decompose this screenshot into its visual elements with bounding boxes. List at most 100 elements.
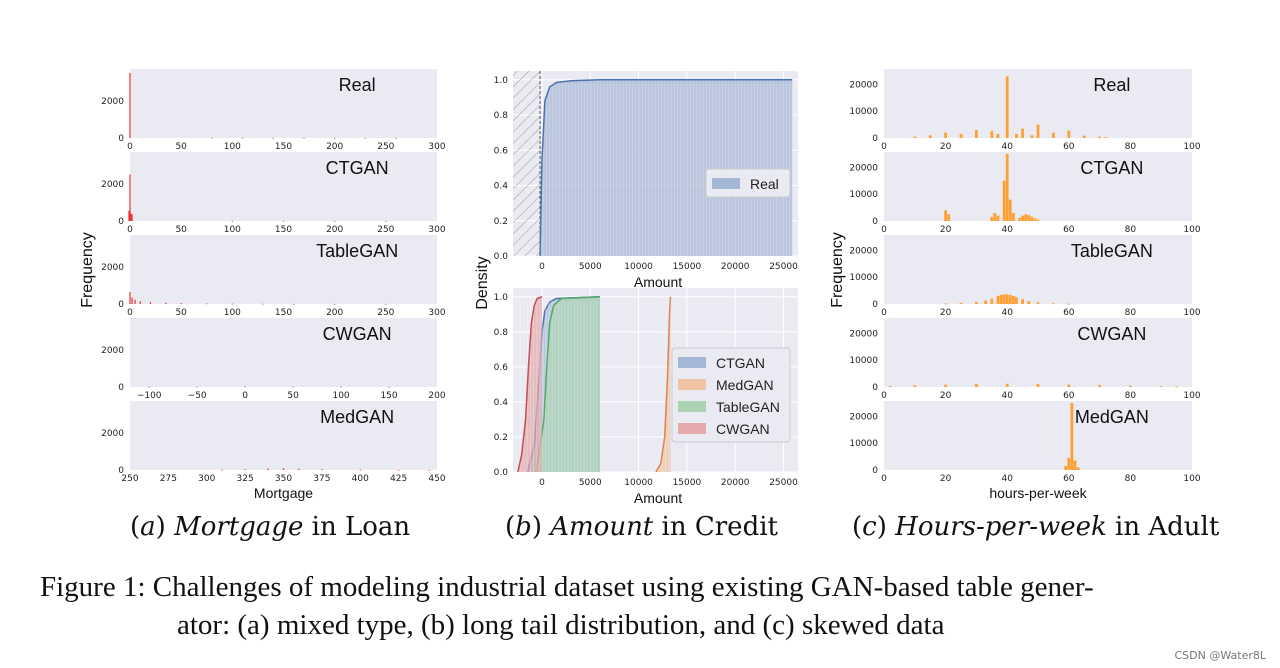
x-tick-label: 60 [1063, 308, 1075, 318]
histogram-bar [1002, 180, 1006, 221]
series-area [540, 79, 793, 256]
x-tick-label: 200 [326, 142, 343, 152]
x-tick-label: 20 [940, 308, 952, 318]
histogram-bar [888, 385, 892, 387]
y-tick-label: 0.4 [494, 182, 509, 192]
x-tick-label: 325 [237, 474, 254, 484]
y-tick-label: 0.0 [494, 252, 509, 262]
x-tick-label: 300 [428, 142, 445, 152]
legend-label: TableGAN [716, 399, 780, 415]
y-tick-label: 20000 [849, 80, 878, 90]
x-tick-label: 20 [940, 225, 952, 235]
plot-background [130, 318, 437, 387]
histogram-bar [303, 137, 305, 139]
histogram-bar [1073, 460, 1077, 470]
panel-title: CWGAN [323, 324, 392, 344]
histogram-bar [996, 133, 1000, 138]
histogram-bar [196, 386, 198, 388]
x-tick-label: 100 [224, 225, 241, 235]
histogram-bar [975, 384, 978, 387]
legend-label: Real [750, 176, 779, 192]
histogram-bar [1008, 199, 1012, 221]
histogram-bar [298, 468, 300, 470]
histogram-bar [359, 469, 361, 471]
caption-a-rest: in Loan [303, 512, 411, 542]
histogram-bar [944, 303, 947, 305]
histogram-bar [1002, 294, 1006, 304]
x-tick-label: 375 [313, 474, 330, 484]
panel-title: MedGAN [1075, 407, 1149, 427]
x-axis-label-bottom: Amount [634, 490, 682, 506]
x-tick-label: 100 [1183, 142, 1200, 152]
legend-swatch [678, 357, 706, 368]
histogram-bar [1052, 132, 1055, 138]
histogram-bar [206, 303, 208, 305]
y-axis-label: Density [474, 256, 491, 309]
x-tick-label: 80 [1125, 474, 1137, 484]
histogram-bar [334, 137, 336, 139]
histogram-bar [993, 212, 997, 221]
panel-c-medgan: 0 10000 20000 0 20 40 60 80 100 MedGAN [849, 401, 1201, 484]
legend-swatch [678, 379, 706, 390]
x-tick-label: 60 [1063, 225, 1075, 235]
x-tick-label: 100 [1183, 225, 1200, 235]
x-tick-label: 450 [428, 474, 445, 484]
histogram-bar [1052, 303, 1055, 305]
y-tick-label: 20000 [849, 412, 878, 422]
histogram-bar [990, 216, 994, 221]
histogram-bar [364, 137, 366, 139]
histogram-bar [128, 210, 130, 221]
histogram-bar [340, 386, 342, 388]
y-tick-label: 0 [118, 217, 124, 227]
x-tick-label: 425 [390, 474, 407, 484]
x-tick-label: 10000 [624, 262, 653, 272]
y-tick-label: 10000 [849, 273, 878, 283]
y-tick-label: 0 [872, 383, 878, 393]
series-medgan [655, 296, 672, 473]
histogram-bar [996, 295, 1000, 304]
histogram-bar [959, 302, 963, 304]
y-tick-label: 20000 [849, 329, 878, 339]
x-tick-label: 0 [539, 262, 545, 272]
histogram-bar [1008, 294, 1012, 304]
caption-a: (a) Mortgage in Loan [130, 512, 411, 542]
histogram-bar [944, 384, 947, 387]
x-tick-label: 40 [1001, 308, 1013, 318]
x-tick-label: 250 [121, 474, 138, 484]
plot-background [884, 235, 1192, 304]
x-tick-label: 100 [1183, 308, 1200, 318]
x-tick-label: 200 [326, 308, 343, 318]
caption-c: (c) Hours-per-week in Adult [852, 512, 1220, 542]
y-tick-label: 10000 [849, 190, 878, 200]
x-tick-label: 40 [1001, 225, 1013, 235]
x-tick-label: 100 [224, 308, 241, 318]
y-tick-label: 0.2 [494, 433, 508, 443]
histogram-bar [1027, 301, 1031, 304]
x-tick-label: 150 [275, 225, 292, 235]
histogram-bar [990, 131, 994, 138]
x-tick-label: 5000 [579, 262, 602, 272]
x-tick-label: 0 [242, 391, 248, 401]
series-line [517, 296, 543, 473]
series-area [517, 296, 542, 472]
x-tick-label: −100 [137, 391, 162, 401]
histogram-bar [1005, 294, 1009, 304]
y-tick-label: 0 [872, 217, 878, 227]
histogram-bar [272, 137, 274, 139]
histogram-bar [131, 297, 133, 304]
histogram-bar [1098, 136, 1101, 138]
histogram-bar [1018, 217, 1021, 221]
x-tick-label: 0 [127, 308, 133, 318]
y-tick-label: 10000 [849, 439, 878, 449]
y-tick-label: 10000 [849, 107, 878, 117]
histogram-bar [211, 137, 213, 139]
y-axis-label: Frequency [79, 232, 96, 308]
x-tick-label: 20000 [721, 478, 750, 488]
y-tick-label: 0 [118, 466, 124, 476]
x-tick-label: 300 [428, 225, 445, 235]
histogram-bar [385, 303, 387, 305]
histogram-bar [130, 213, 132, 221]
histogram-bar [913, 385, 917, 387]
legend-label: CWGAN [716, 421, 770, 437]
